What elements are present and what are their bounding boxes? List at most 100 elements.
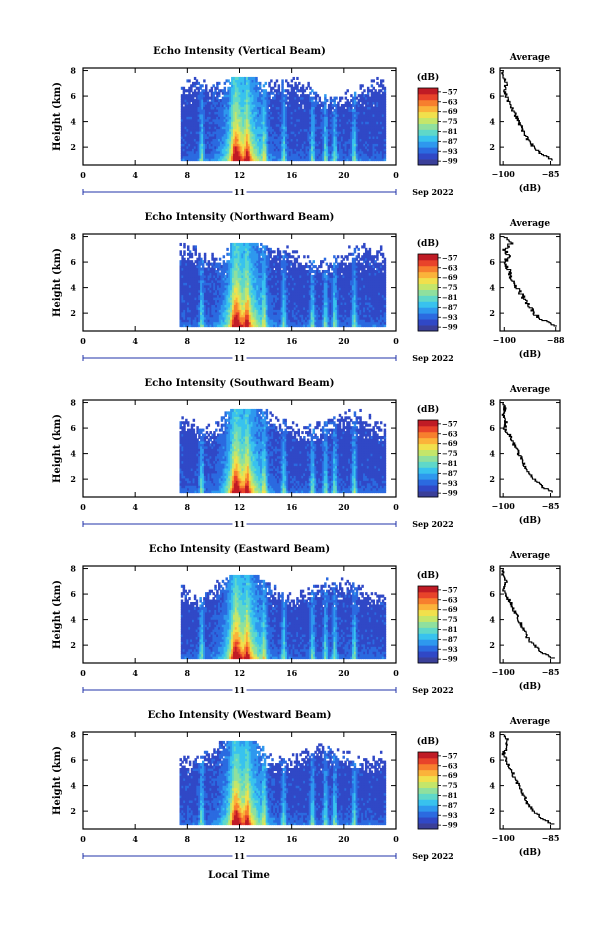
heatmap-cell	[331, 153, 335, 157]
heatmap-cell	[363, 108, 366, 112]
heatmap-cell	[307, 116, 310, 120]
heatmap-cell	[246, 311, 250, 315]
heatmap-cell	[303, 150, 307, 154]
heatmap-cell	[223, 140, 227, 144]
heatmap-cell	[281, 84, 284, 88]
heatmap-cell	[239, 319, 242, 323]
heatmap-cell	[350, 111, 353, 115]
heatmap-cell	[303, 94, 307, 98]
heatmap-cell	[216, 324, 220, 328]
heatmap-cell	[197, 143, 201, 147]
heatmap-cell	[233, 267, 237, 271]
heatmap-cell	[181, 324, 184, 328]
heatmap-cell	[322, 135, 325, 140]
heatmap-cell	[277, 118, 281, 122]
heatmap-cell	[261, 301, 265, 306]
heatmap-cell	[240, 123, 243, 127]
heatmap-cell	[256, 282, 259, 286]
heatmap-cell	[286, 131, 290, 135]
heatmap-cell	[216, 267, 220, 271]
heatmap-cell	[192, 245, 196, 249]
heatmap-cell	[333, 99, 336, 103]
heatmap-cell	[266, 133, 269, 137]
heatmap-cell	[363, 111, 366, 115]
heatmap-cell	[307, 106, 310, 110]
heatmap-cell	[275, 282, 278, 286]
heatmap-cell	[188, 260, 192, 264]
heatmap-cell	[378, 106, 381, 110]
heatmap-cell	[303, 138, 307, 142]
heatmap-cell	[181, 319, 184, 323]
heatmap-cell	[337, 145, 340, 149]
heatmap-cell	[344, 135, 348, 140]
heatmap-cell	[286, 91, 290, 95]
heatmap-cell	[281, 145, 284, 149]
heatmap-cell	[191, 155, 195, 159]
heatmap-cell	[273, 89, 277, 93]
heatmap-cell	[282, 309, 286, 313]
heatmap-cell	[337, 153, 340, 157]
heatmap-cell	[340, 103, 344, 108]
heatmap-cell	[275, 89, 279, 93]
heatmap-cell	[314, 138, 318, 142]
heatmap-cell	[232, 148, 236, 152]
heatmap-cell	[283, 106, 286, 110]
heatmap-cell	[253, 126, 256, 130]
heatmap-cell	[186, 101, 189, 105]
heatmap-cell	[281, 118, 284, 122]
heatmap-cell	[193, 135, 197, 140]
heatmap-cell	[282, 301, 286, 306]
heatmap-cell	[197, 123, 201, 127]
heatmap-cell	[327, 113, 331, 117]
heatmap-cell	[209, 277, 212, 281]
heatmap-cell	[187, 247, 190, 251]
heatmap-cell	[320, 155, 323, 159]
heatmap-cell	[253, 76, 256, 80]
heatmap-cell	[305, 99, 308, 103]
heatmap-cell	[190, 123, 193, 127]
heatmap-cell	[245, 269, 248, 274]
heatmap-cell	[326, 108, 329, 112]
heatmap-cell	[348, 138, 351, 142]
heatmap-cell	[188, 316, 192, 320]
heatmap-cell	[230, 257, 233, 261]
heatmap-cell	[256, 260, 259, 264]
heatmap-cell	[219, 135, 223, 140]
heatmap-cell	[201, 260, 205, 264]
heatmap-cell	[258, 262, 261, 266]
heatmap-cell	[357, 108, 361, 112]
heatmap-cell	[379, 118, 383, 122]
heatmap-cell	[190, 128, 193, 132]
heatmap-cell	[201, 118, 204, 122]
heatmap-cell	[279, 150, 282, 154]
heatmap-cell	[257, 121, 260, 125]
heatmap-cell	[190, 262, 194, 266]
heatmap-cell	[344, 116, 348, 120]
heatmap-cell	[378, 126, 381, 130]
heatmap-cell	[374, 148, 377, 152]
heatmap-cell	[309, 128, 312, 132]
heatmap-cell	[277, 155, 281, 159]
heatmap-cell	[182, 86, 186, 90]
heatmap-cell	[203, 292, 207, 296]
heatmap-cell	[205, 321, 209, 325]
heatmap-cell	[350, 113, 353, 117]
heatmap-cell	[331, 116, 335, 120]
heatmap-cell	[254, 316, 257, 320]
heatmap-cell	[335, 148, 338, 152]
colorbar-unit: (dB)	[417, 72, 439, 83]
heatmap-cell	[240, 126, 243, 130]
heatmap-cell	[226, 316, 229, 320]
heatmap-cell	[288, 111, 292, 115]
heatmap-cell	[244, 108, 247, 112]
heatmap-cell	[207, 324, 211, 328]
heatmap-cell	[307, 135, 310, 140]
heatmap-cell	[211, 257, 214, 261]
heatmap-cell	[320, 108, 323, 112]
heatmap-cell	[239, 260, 242, 264]
heatmap-cell	[361, 155, 364, 159]
heatmap-cell	[342, 103, 346, 108]
heatmap-cell	[219, 143, 223, 147]
heatmap-cell	[227, 89, 230, 93]
